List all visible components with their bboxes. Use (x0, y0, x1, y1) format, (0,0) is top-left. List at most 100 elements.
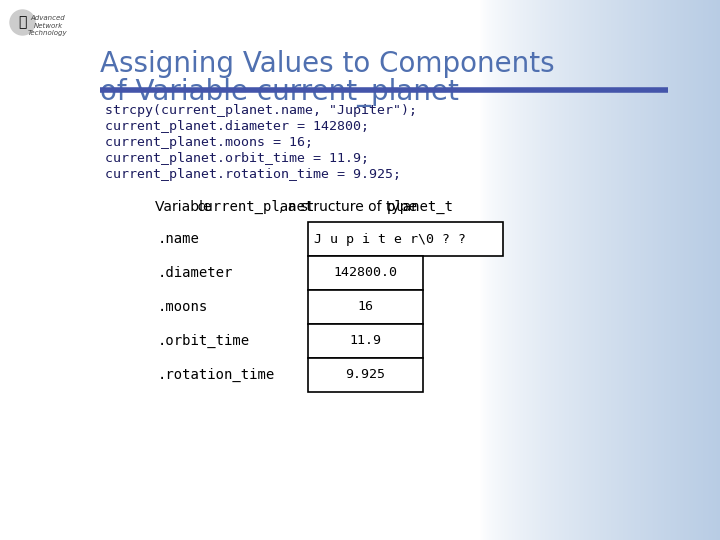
Bar (633, 0, 634, 540)
Bar (648, 0, 649, 540)
Bar (703, 0, 704, 540)
Bar (557, 0, 558, 540)
Text: strcpy(current_planet.name, "Jupiter");: strcpy(current_planet.name, "Jupiter"); (105, 104, 417, 117)
Bar (678, 0, 679, 540)
Bar (523, 0, 524, 540)
Bar (656, 0, 657, 540)
Bar (699, 0, 700, 540)
Bar (716, 0, 717, 540)
Bar (588, 0, 589, 540)
Bar (489, 0, 490, 540)
Bar (603, 0, 604, 540)
Bar (706, 0, 707, 540)
Bar (610, 0, 611, 540)
Bar (670, 0, 671, 540)
Bar (480, 0, 481, 540)
Bar (571, 0, 572, 540)
Bar (667, 0, 668, 540)
Bar (701, 0, 702, 540)
Bar (575, 0, 576, 540)
Bar (531, 0, 532, 540)
Bar (564, 0, 565, 540)
Bar (592, 0, 593, 540)
Bar (687, 0, 688, 540)
Bar (541, 0, 542, 540)
Bar (491, 0, 492, 540)
Bar (676, 0, 677, 540)
Bar (492, 0, 493, 540)
Bar (597, 0, 598, 540)
Bar (694, 0, 695, 540)
Bar (688, 0, 689, 540)
Bar (308, 290, 423, 324)
Bar (515, 0, 516, 540)
Text: Advanced
Network
Technology: Advanced Network Technology (28, 15, 68, 36)
Text: current_planet.orbit_time = 11.9;: current_planet.orbit_time = 11.9; (105, 152, 369, 165)
Bar (484, 0, 485, 540)
Bar (713, 0, 714, 540)
Bar (625, 0, 626, 540)
Bar (649, 0, 650, 540)
Bar (653, 0, 654, 540)
Bar (573, 0, 574, 540)
Bar (563, 0, 564, 540)
Bar (630, 0, 631, 540)
Bar (594, 0, 595, 540)
Bar (586, 0, 587, 540)
Bar (623, 0, 624, 540)
Bar (616, 0, 617, 540)
Bar (572, 0, 573, 540)
Bar (529, 0, 530, 540)
Bar (639, 0, 640, 540)
Bar (611, 0, 612, 540)
Bar (710, 0, 711, 540)
Bar (668, 0, 669, 540)
Bar (690, 0, 691, 540)
Bar (599, 0, 600, 540)
Bar (490, 0, 491, 540)
Bar (715, 0, 716, 540)
Bar (502, 0, 503, 540)
Bar (565, 0, 566, 540)
Bar (647, 0, 648, 540)
Bar (689, 0, 690, 540)
Bar (545, 0, 546, 540)
Bar (485, 0, 486, 540)
Bar (499, 0, 500, 540)
Bar (596, 0, 597, 540)
Bar (483, 0, 484, 540)
Bar (562, 0, 563, 540)
Bar (542, 0, 543, 540)
Text: .rotation_time: .rotation_time (158, 368, 275, 382)
Bar (679, 0, 680, 540)
Bar (621, 0, 622, 540)
Bar (504, 0, 505, 540)
Text: 142800.0: 142800.0 (333, 267, 397, 280)
Bar (508, 0, 509, 540)
Bar (682, 0, 683, 540)
Bar (488, 0, 489, 540)
Bar (708, 0, 709, 540)
Bar (650, 0, 651, 540)
Bar (620, 0, 621, 540)
Bar (547, 0, 548, 540)
Bar (595, 0, 596, 540)
Bar (540, 0, 541, 540)
Bar (591, 0, 592, 540)
Bar (700, 0, 701, 540)
Text: current_planet.moons = 16;: current_planet.moons = 16; (105, 136, 313, 149)
Bar (593, 0, 594, 540)
Bar (634, 0, 635, 540)
Bar (554, 0, 555, 540)
Bar (641, 0, 642, 540)
Bar (665, 0, 666, 540)
Bar (580, 0, 581, 540)
Bar (598, 0, 599, 540)
Bar (583, 0, 584, 540)
Bar (685, 0, 686, 540)
Bar (646, 0, 647, 540)
Bar (622, 0, 623, 540)
Bar (651, 0, 652, 540)
Bar (614, 0, 615, 540)
Bar (535, 0, 536, 540)
